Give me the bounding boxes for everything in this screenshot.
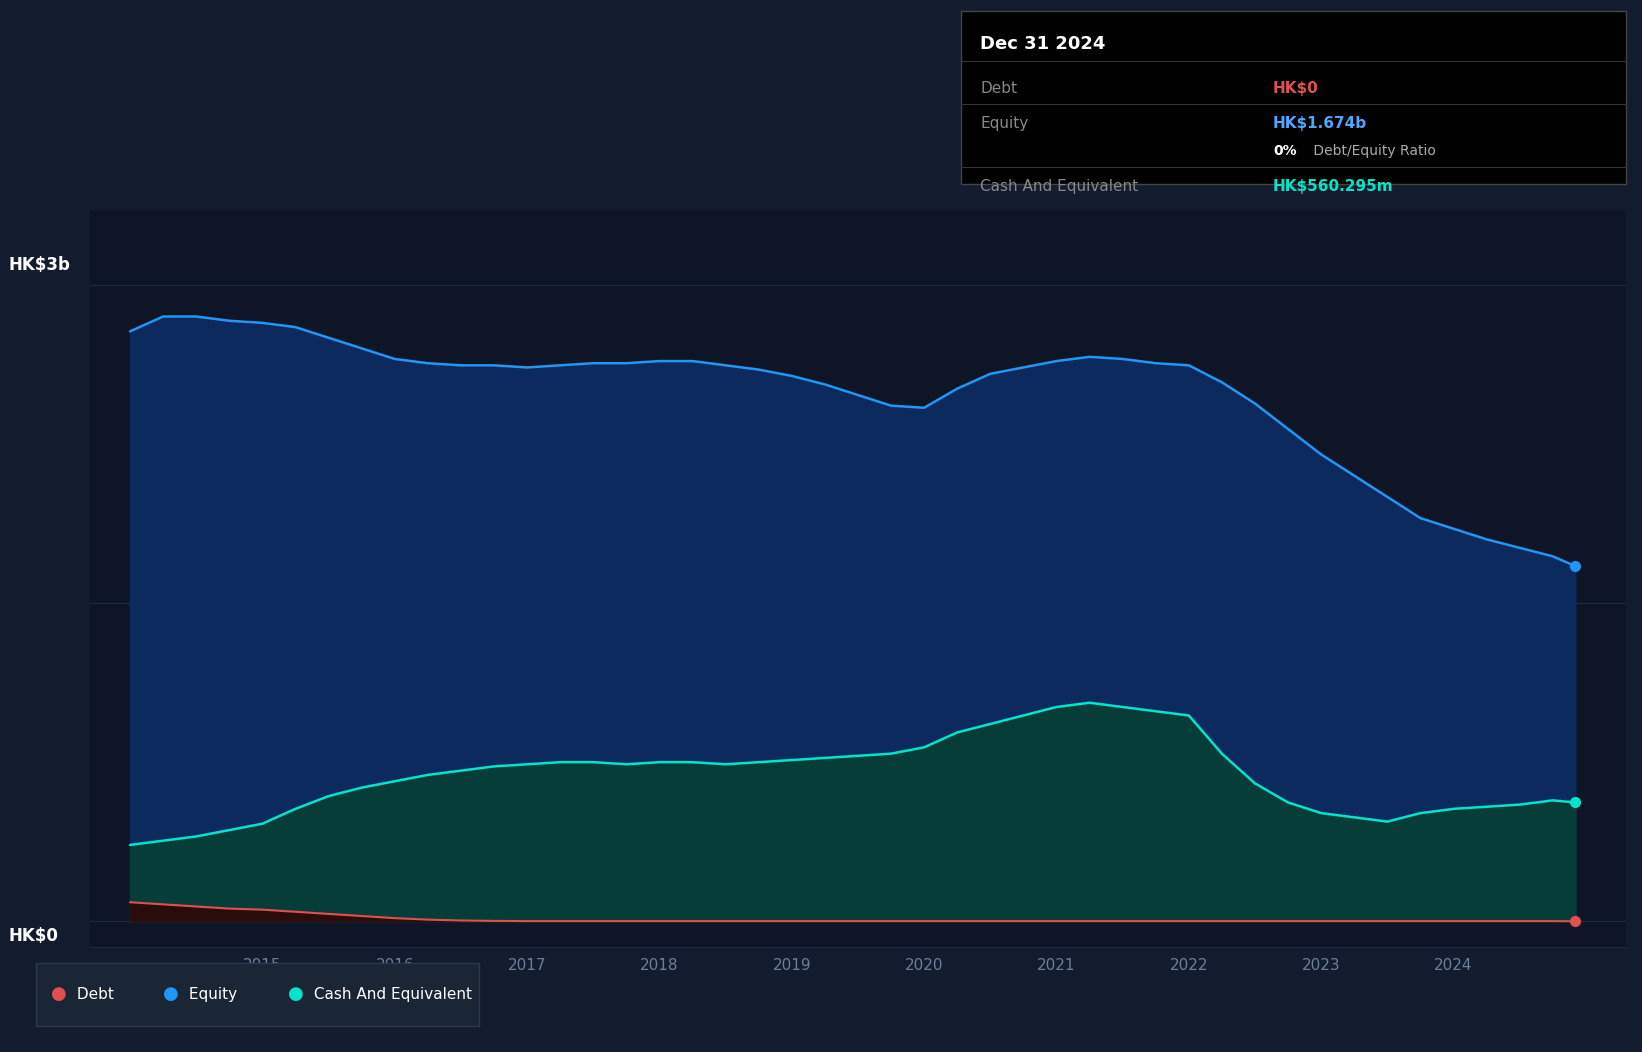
Text: Dec 31 2024: Dec 31 2024 <box>980 35 1105 54</box>
Text: Cash And Equivalent: Cash And Equivalent <box>309 987 471 1002</box>
Text: Equity: Equity <box>980 116 1028 130</box>
Text: HK$0: HK$0 <box>8 927 57 945</box>
Text: Equity: Equity <box>184 987 236 1002</box>
Text: 0%: 0% <box>1273 144 1297 159</box>
Text: ●: ● <box>51 985 67 1004</box>
Text: Debt: Debt <box>980 81 1018 96</box>
Text: ●: ● <box>287 985 304 1004</box>
Text: ●: ● <box>163 985 179 1004</box>
Text: Debt/Equity Ratio: Debt/Equity Ratio <box>1309 144 1437 159</box>
Text: HK$1.674b: HK$1.674b <box>1273 116 1368 130</box>
Text: HK$560.295m: HK$560.295m <box>1273 179 1394 194</box>
Text: HK$0: HK$0 <box>1273 81 1319 96</box>
Text: HK$3b: HK$3b <box>8 256 71 275</box>
Text: Debt: Debt <box>72 987 115 1002</box>
Text: Cash And Equivalent: Cash And Equivalent <box>980 179 1138 194</box>
